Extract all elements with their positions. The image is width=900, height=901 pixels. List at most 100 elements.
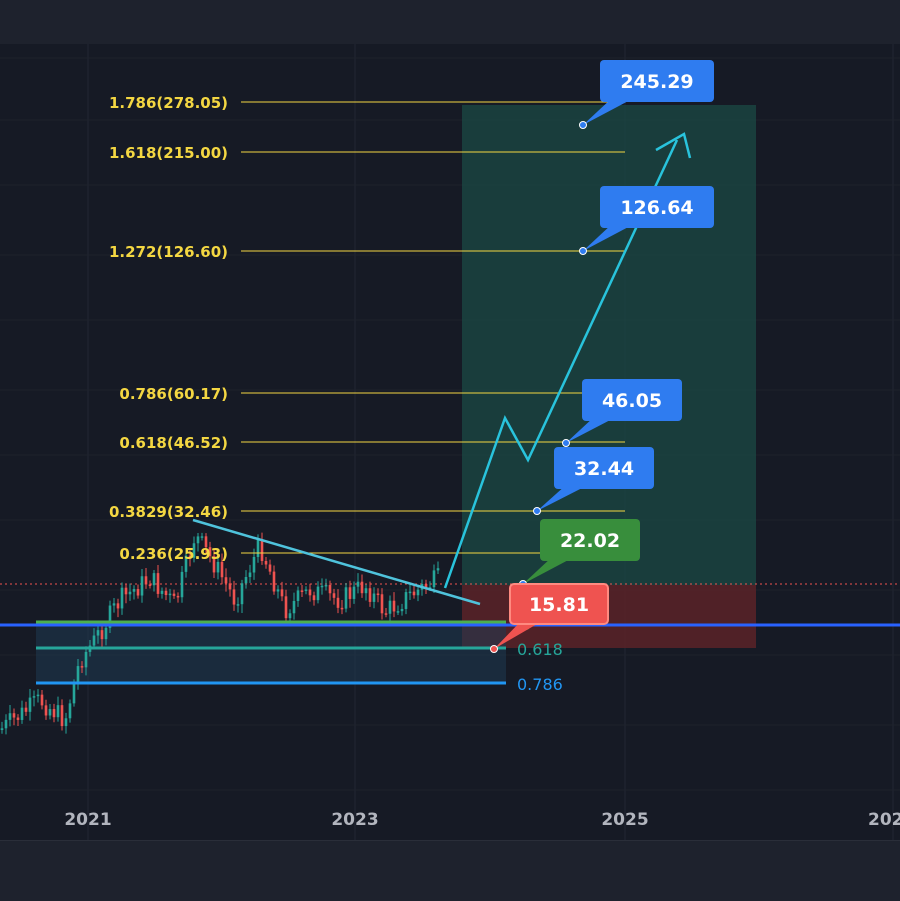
candle-body (52, 709, 56, 718)
candle-body (356, 581, 360, 587)
candle-body (324, 584, 328, 587)
candle-body (148, 584, 152, 586)
retracement-label-0.618: 0.618 (517, 640, 563, 659)
candle-body (252, 556, 256, 573)
candle-body (380, 594, 384, 614)
candle-body (60, 705, 64, 727)
candle-body (176, 595, 180, 598)
callout-anchor-dot (579, 121, 587, 129)
candle-body (132, 589, 136, 592)
callout-anchor-dot (533, 507, 541, 515)
candle-body (416, 589, 420, 596)
candle-body (248, 572, 252, 578)
candle-body (128, 591, 132, 595)
candle-body (32, 696, 36, 698)
callout-anchor-dot (562, 439, 570, 447)
candle-body (20, 707, 24, 720)
candle-body (388, 600, 392, 614)
candle-body (376, 593, 380, 596)
retracement-zone (36, 622, 506, 684)
projection-arrowhead (655, 132, 692, 159)
candle-body (152, 573, 156, 586)
candle-body (48, 709, 52, 716)
callout-label: 245.29 (620, 71, 693, 93)
candle-body (400, 608, 404, 612)
candle-body (36, 694, 40, 697)
candle-body (268, 564, 272, 572)
candle-body (368, 588, 372, 602)
candle-body (136, 589, 140, 596)
candle-body (160, 590, 164, 594)
candle-body (280, 589, 284, 597)
candle-body (360, 581, 364, 594)
candle-body (40, 694, 44, 706)
callout-label: 126.64 (620, 197, 693, 219)
candle-body (212, 556, 216, 573)
callout-label: 32.44 (574, 458, 634, 480)
callout-pointer (523, 557, 574, 584)
fib-label: 0.618(46.52) (119, 434, 228, 452)
x-tick-label: 2023 (331, 810, 378, 830)
fib-label: 1.272(126.60) (109, 243, 228, 261)
candle-body (348, 587, 352, 599)
fib-label: 0.236(25.93) (119, 545, 228, 563)
candle-body (216, 561, 220, 573)
candle-body (436, 568, 440, 571)
candle-body (332, 593, 336, 598)
candle-body (396, 611, 400, 613)
projection-path (443, 139, 679, 589)
candles (0, 532, 440, 735)
candle-body (112, 603, 116, 606)
candle-body (12, 713, 16, 718)
candle-body (240, 583, 244, 605)
candle-body (120, 587, 124, 609)
candle-body (104, 627, 108, 640)
candle-body (172, 593, 176, 596)
candle-body (24, 707, 28, 712)
callout-label: 46.05 (602, 390, 662, 412)
candle-body (256, 539, 260, 557)
candle-body (244, 577, 248, 584)
bottom-toolbar (0, 840, 900, 901)
candle-body (308, 589, 312, 596)
candle-body (384, 613, 388, 615)
fib-label: 0.3829(32.46) (109, 503, 228, 521)
callout-label: 15.81 (529, 594, 589, 616)
candle-body (4, 719, 8, 729)
candle-body (204, 536, 208, 548)
candle-body (284, 596, 288, 619)
fib-extension-levels: 1.786(278.05) 1.618(215.00) 1.272(126.60) 0… (109, 94, 625, 563)
candle-body (184, 555, 188, 572)
candle-body (344, 587, 348, 609)
retracement-label-0.786: 0.786 (517, 675, 563, 694)
candle-body (8, 713, 12, 720)
candle-body (312, 595, 316, 601)
candle-body (432, 570, 436, 588)
callout-label: 22.02 (560, 530, 620, 552)
callout-box (600, 186, 714, 228)
profit-zone (462, 105, 756, 585)
candle-body (340, 607, 344, 610)
candle-body (108, 605, 112, 628)
candle-body (164, 590, 168, 596)
candle-body (424, 583, 428, 588)
x-tick-label: 202 (868, 810, 900, 830)
candle-body (404, 592, 408, 609)
candle-body (428, 587, 432, 589)
candle-body (116, 603, 120, 609)
candle-body (16, 717, 20, 720)
candle-body (224, 577, 228, 584)
top-toolbar (0, 0, 900, 44)
candle-body (72, 682, 76, 704)
callout-pointer (494, 620, 544, 649)
candle-body (144, 576, 148, 585)
callout-box (540, 519, 640, 561)
candle-body (92, 635, 96, 646)
candle-body (200, 536, 204, 538)
candle-body (64, 718, 68, 727)
callout-pointer (537, 485, 588, 511)
candle-body (288, 613, 292, 619)
candle-body (352, 586, 356, 599)
